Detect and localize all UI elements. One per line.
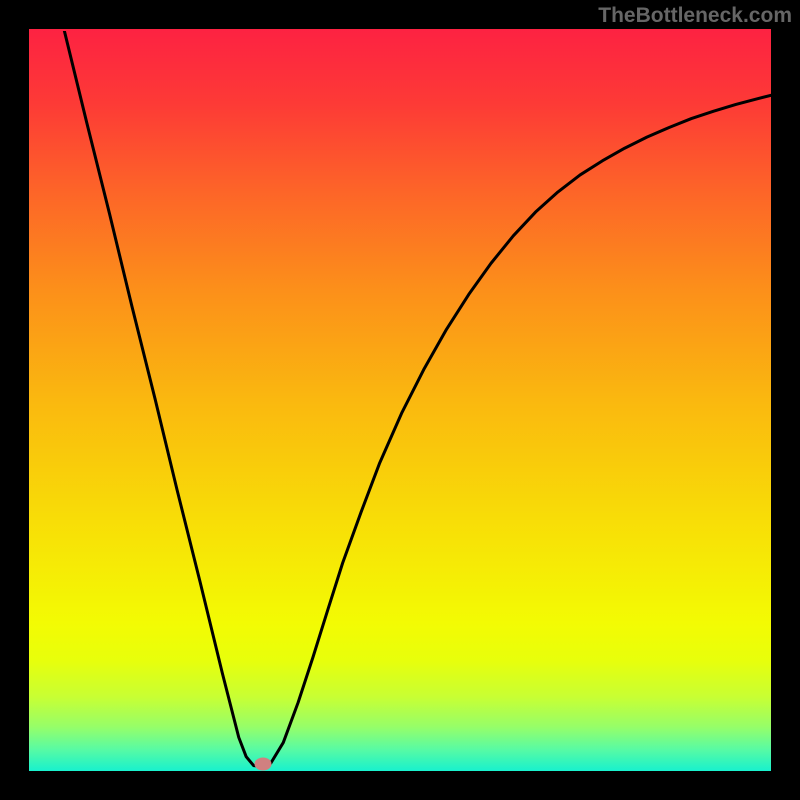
- chart-container: TheBottleneck.com: [0, 0, 800, 800]
- plot-frame: [27, 27, 773, 773]
- bottleneck-curve: [31, 31, 773, 773]
- watermark-text: TheBottleneck.com: [598, 4, 792, 28]
- curve-path: [64, 31, 773, 766]
- optimum-marker: [254, 758, 271, 771]
